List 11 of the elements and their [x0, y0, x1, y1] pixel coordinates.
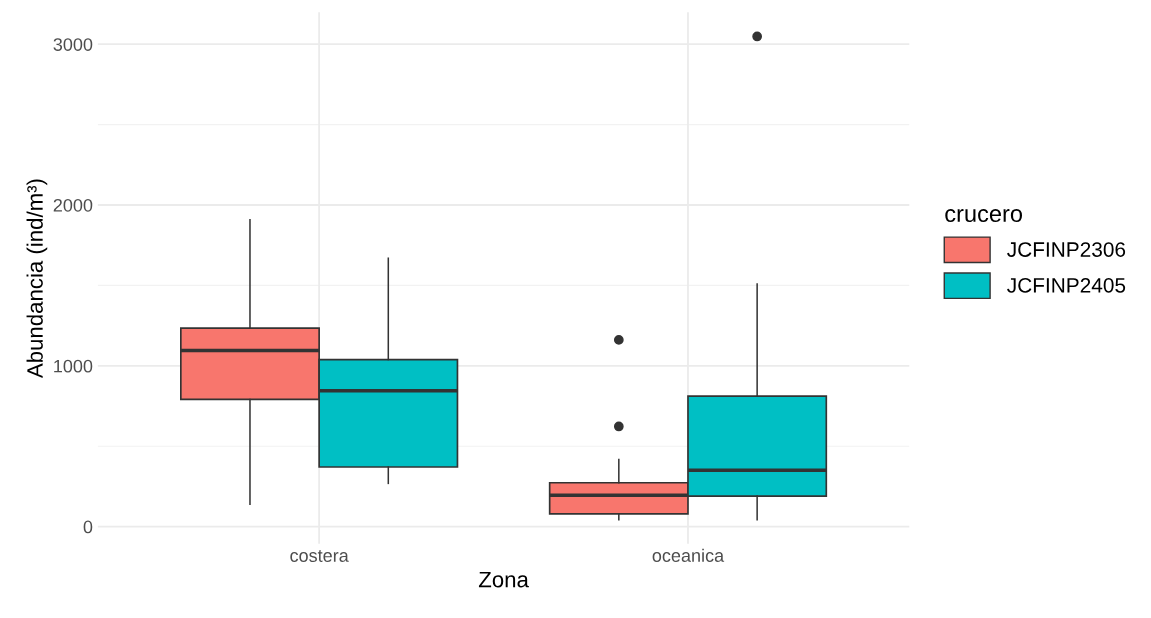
legend-label: JCFINP2306	[1007, 242, 1126, 257]
x-tick-label: costera	[290, 550, 349, 562]
y-axis-title: Abundancia (ind/m³)	[26, 179, 48, 379]
y-tick-label: 2000	[53, 198, 93, 212]
y-tick-label: 0	[83, 520, 93, 534]
x-axis-title: Zona	[478, 571, 529, 588]
legend-label: JCFINP2405	[1007, 277, 1126, 293]
y-tick-label: 1000	[54, 359, 93, 373]
y-tick-label: 3000	[53, 38, 93, 51]
legend-title: crucero	[945, 209, 1023, 223]
x-tick-label: oceanica	[652, 548, 725, 562]
